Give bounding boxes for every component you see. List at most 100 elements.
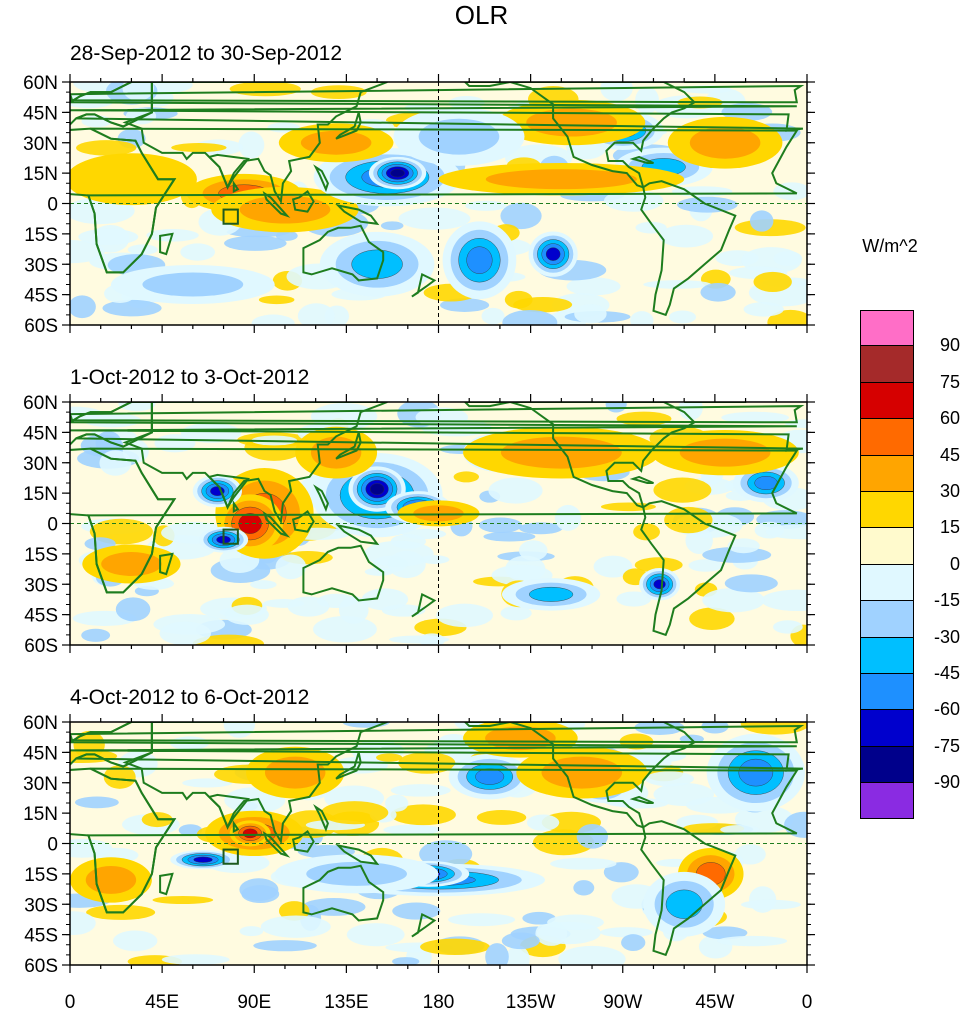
colorbar-label: 90 [939, 335, 960, 356]
anomaly-patch [78, 228, 139, 246]
colorbar-box [860, 346, 914, 383]
coastline-uk-wrap [70, 405, 805, 424]
coastline-n_america [463, 402, 697, 509]
anomaly-patch [448, 913, 516, 927]
colorbar-label: 60 [939, 408, 960, 429]
anomaly-patch [727, 538, 760, 554]
panel-2-title: 1-Oct-2012 to 3-Oct-2012 [70, 366, 310, 389]
anomaly-patch [81, 628, 111, 642]
anomaly-contour [413, 505, 464, 522]
map-panel-1: 60N 45N 30N 15N 0 15S 30S 45S 60S [23, 73, 815, 337]
colorbar-box [860, 382, 914, 420]
colorbar-label: -30 [933, 626, 960, 647]
anomaly-patch [383, 824, 441, 835]
anomaly-patch [392, 902, 441, 920]
anomaly-patch [500, 202, 542, 230]
coastline-japan [335, 432, 362, 460]
anomaly-patch [251, 314, 295, 325]
anomaly-patch [102, 299, 162, 317]
lat-label: 60S [24, 636, 58, 657]
anomaly-patch [364, 567, 394, 576]
anomaly-patch [297, 303, 335, 325]
anomaly-patch [574, 304, 607, 324]
coastline-new_guinea [335, 843, 380, 866]
colorbar-box [860, 710, 914, 747]
lon-label: 135W [506, 992, 556, 1013]
anomaly-patch [476, 810, 527, 825]
anomaly-patch [380, 221, 404, 231]
coastline-n_america [463, 722, 697, 829]
anomaly-patch [633, 523, 660, 541]
anomaly-patch [253, 940, 317, 952]
coastline-new_zealand [411, 592, 437, 618]
anomaly-patch [73, 730, 105, 759]
anomaly-patch [70, 911, 96, 936]
lat-label: 45N [23, 423, 58, 444]
coastline-africa-wrap [87, 447, 799, 594]
lat-label: 15S [24, 865, 58, 886]
lat-label: 30S [24, 255, 58, 276]
coastline-sri_lanka [232, 180, 240, 194]
anomaly-patch [550, 857, 617, 870]
anomaly-patch [526, 814, 560, 831]
anomaly-patch [250, 580, 277, 590]
anomaly-patch [448, 96, 485, 110]
colorbar-label: -15 [933, 590, 960, 611]
anomaly-patch [659, 224, 714, 248]
coastline-sri_lanka [232, 820, 240, 834]
colorbar-label: -90 [933, 772, 960, 793]
anomaly-patch [724, 574, 778, 593]
region-box-marker [222, 208, 239, 225]
anomaly-contour [193, 856, 213, 863]
anomaly-patch [152, 896, 214, 905]
coastline-philippines [313, 484, 329, 513]
lat-label: 45N [23, 103, 58, 124]
panel-3-title: 4-Oct-2012 to 6-Oct-2012 [70, 686, 310, 709]
anomaly-contour [70, 153, 197, 206]
colorbar-label: 15 [939, 517, 960, 538]
anomaly-patch [122, 82, 154, 101]
anomaly-patch [483, 531, 536, 542]
anomaly-patch [603, 189, 664, 212]
coastline-europe-wrap [70, 722, 804, 772]
colorbar-box [860, 746, 914, 784]
coastline-uk-wrap [70, 724, 805, 744]
lat-label: 45S [24, 606, 58, 627]
anomaly-patch [700, 282, 736, 302]
lon-label: 135E [324, 992, 368, 1013]
lat-label: 45N [23, 743, 58, 764]
anomaly-patch [702, 587, 765, 613]
anomaly-patch [485, 943, 509, 965]
lon-label: 90E [237, 992, 271, 1013]
anomaly-contour [653, 579, 666, 590]
anomaly-patch [773, 620, 803, 634]
anomaly-contour [85, 865, 137, 894]
anomaly-patch [717, 935, 788, 947]
coastline-india_cap [207, 153, 250, 190]
anomaly-patch [361, 588, 409, 611]
lon-label: 45E [145, 992, 179, 1013]
anomaly-patch [573, 880, 595, 896]
coastline-australia [302, 864, 385, 922]
anomaly-contour [369, 483, 385, 495]
anomaly-patch [118, 402, 156, 412]
figure-title: OLR [454, 0, 509, 30]
anomaly-patch [419, 840, 473, 868]
anomaly-contour [689, 126, 761, 159]
anomaly-patch [390, 784, 451, 797]
colorbar-label: -75 [933, 735, 960, 756]
coastline-s_america [640, 500, 737, 637]
anomaly-contour [238, 513, 262, 534]
colorbar-box [860, 419, 914, 456]
coastline-s_america [640, 820, 737, 957]
anomaly-patch [159, 621, 211, 645]
anomaly-patch [558, 945, 626, 965]
anomaly-patch [513, 296, 573, 313]
coastline-japan [335, 112, 362, 140]
anomaly-patch [635, 86, 660, 114]
anomaly-contour [738, 758, 774, 787]
colorbar-box [860, 637, 914, 674]
coastlines [70, 82, 805, 317]
coastline-asia [122, 82, 388, 205]
coastline-borneo [291, 829, 315, 853]
